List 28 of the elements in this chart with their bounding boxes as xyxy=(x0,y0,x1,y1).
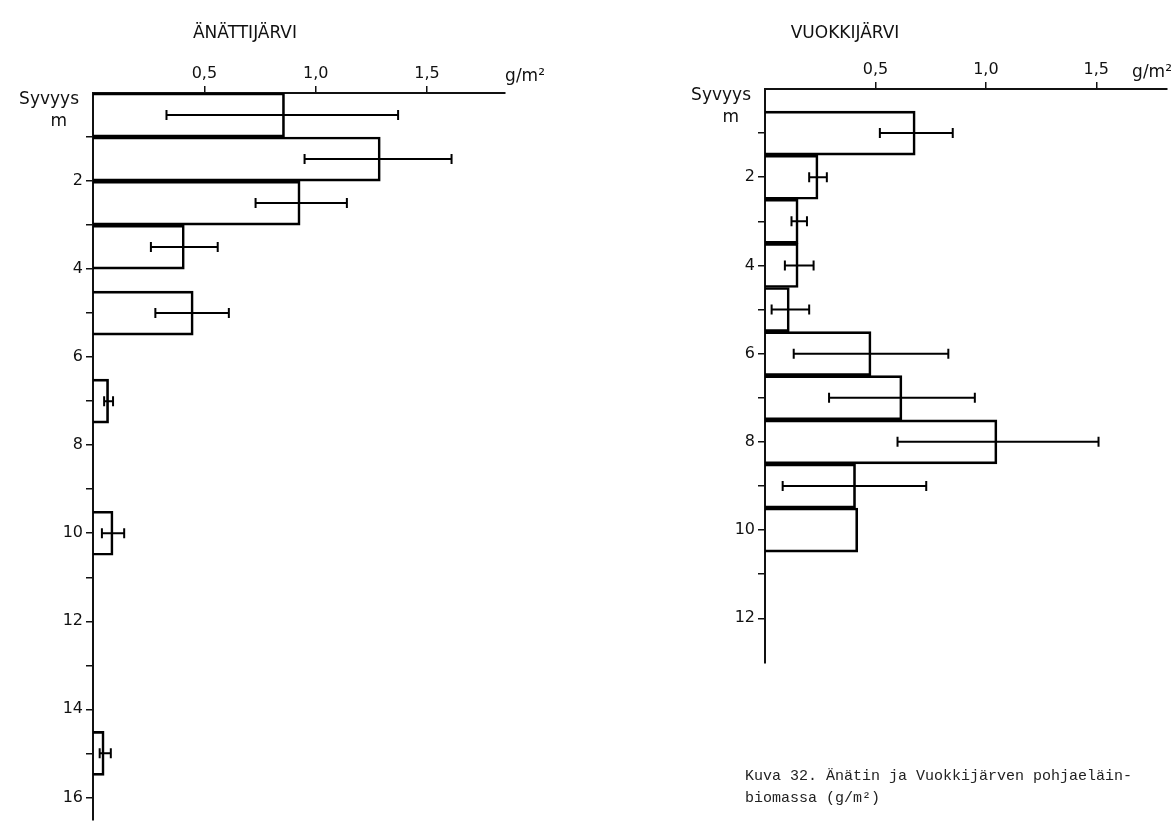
y-tick-label: 12 xyxy=(734,607,755,627)
text: Kuva 32. Änätin ja Vuokkijärven pohjaeläin- xyxy=(745,767,1133,787)
x-axis-title: g/m² xyxy=(1132,60,1172,81)
x-tick-label: 0,5 xyxy=(191,62,218,82)
y-tick-label: 10 xyxy=(62,522,83,542)
y-tick-label: 4 xyxy=(744,254,755,274)
chart-title: VUOKKIJÄRVI xyxy=(790,22,900,42)
y-tick-label: 16 xyxy=(62,786,83,806)
y-axis-title: Syvyys m xyxy=(19,87,80,130)
x-tick-label: 1,5 xyxy=(414,62,440,82)
y-tick-label: 4 xyxy=(72,258,83,278)
y-tick-label: 2 xyxy=(72,170,83,190)
y-tick-label: 6 xyxy=(72,346,83,366)
y-tick-label: 12 xyxy=(62,610,83,630)
x-tick-label: 1,0 xyxy=(973,58,999,78)
x-tick-label: 0,5 xyxy=(862,58,889,78)
y-tick-label: 8 xyxy=(744,431,755,451)
y-tick-label: 2 xyxy=(744,166,755,186)
x-tick-label: 1,5 xyxy=(1083,58,1110,78)
y-tick-label: 6 xyxy=(744,342,755,362)
text: biomassa (g/m²) xyxy=(745,789,881,809)
chart-title: ÄNÄTTIJÄRVI xyxy=(192,22,298,42)
y-axis-title: Syvyys m xyxy=(691,83,752,126)
x-axis-title: g/m² xyxy=(505,64,545,85)
y-tick-label: 14 xyxy=(62,698,83,718)
y-tick-label: 10 xyxy=(734,519,755,539)
x-tick-label: 1,0 xyxy=(302,62,329,82)
y-tick-label: 8 xyxy=(72,434,83,454)
